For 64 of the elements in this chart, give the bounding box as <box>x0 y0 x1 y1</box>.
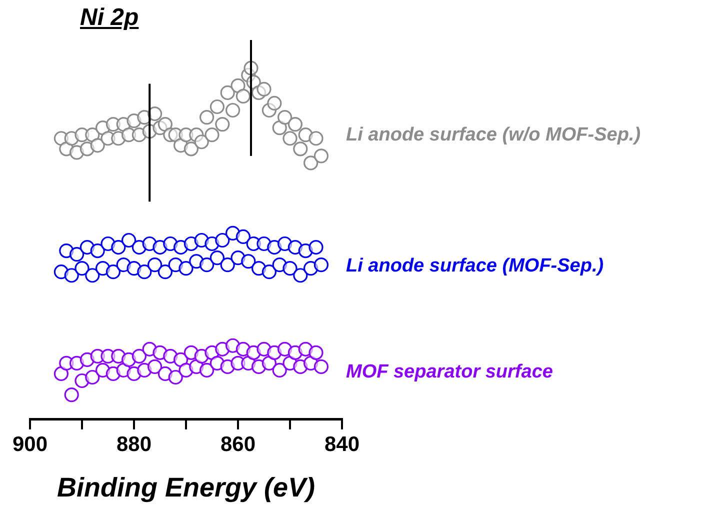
point <box>90 243 105 258</box>
point <box>85 370 100 385</box>
point <box>210 99 224 114</box>
chart-title: Ni 2p <box>80 4 139 32</box>
point <box>220 258 235 272</box>
point <box>111 240 126 255</box>
point <box>64 268 79 283</box>
point <box>272 362 287 378</box>
point <box>288 117 302 132</box>
point <box>148 258 162 272</box>
point <box>314 148 328 164</box>
series-label: Li anode surface (w/o MOF-Sep.) <box>346 124 641 146</box>
point <box>85 268 100 283</box>
point <box>54 366 68 382</box>
x-tick-label: 840 <box>324 432 360 456</box>
point <box>178 261 194 276</box>
point <box>282 131 298 146</box>
point <box>241 254 256 269</box>
point <box>200 258 214 272</box>
point <box>210 250 224 266</box>
point <box>262 264 276 280</box>
point <box>106 264 120 280</box>
point <box>272 120 287 136</box>
point <box>236 88 250 104</box>
point <box>308 131 324 146</box>
point <box>200 362 214 378</box>
point <box>74 261 90 276</box>
point <box>158 264 172 280</box>
point <box>293 268 308 283</box>
point <box>230 78 246 93</box>
point <box>70 246 84 262</box>
point <box>282 261 298 276</box>
point <box>184 142 198 156</box>
point <box>90 138 105 153</box>
point <box>215 232 230 248</box>
point <box>168 370 183 385</box>
point <box>314 258 328 272</box>
x-tick-label: 860 <box>220 432 256 456</box>
point <box>148 359 162 374</box>
point <box>308 240 324 255</box>
point <box>226 102 240 118</box>
point <box>314 359 328 374</box>
point <box>256 82 272 96</box>
point <box>308 345 324 360</box>
point <box>267 96 282 111</box>
x-axis-title: Binding Energy (eV) <box>56 472 316 502</box>
series-label: Li anode surface (MOF-Sep.) <box>346 256 604 277</box>
point <box>122 232 136 248</box>
point <box>64 388 79 402</box>
x-tick-label: 900 <box>12 432 48 456</box>
point <box>137 264 152 280</box>
point <box>158 117 172 132</box>
point <box>220 85 235 100</box>
point <box>304 156 318 170</box>
point <box>132 348 146 364</box>
x-tick-label: 880 <box>116 432 152 456</box>
point <box>236 229 250 244</box>
point <box>215 117 230 132</box>
point <box>194 134 209 150</box>
point <box>278 110 292 125</box>
point <box>200 110 214 125</box>
series-label: MOF separator surface <box>346 362 554 383</box>
point <box>293 142 308 156</box>
point <box>204 128 220 142</box>
